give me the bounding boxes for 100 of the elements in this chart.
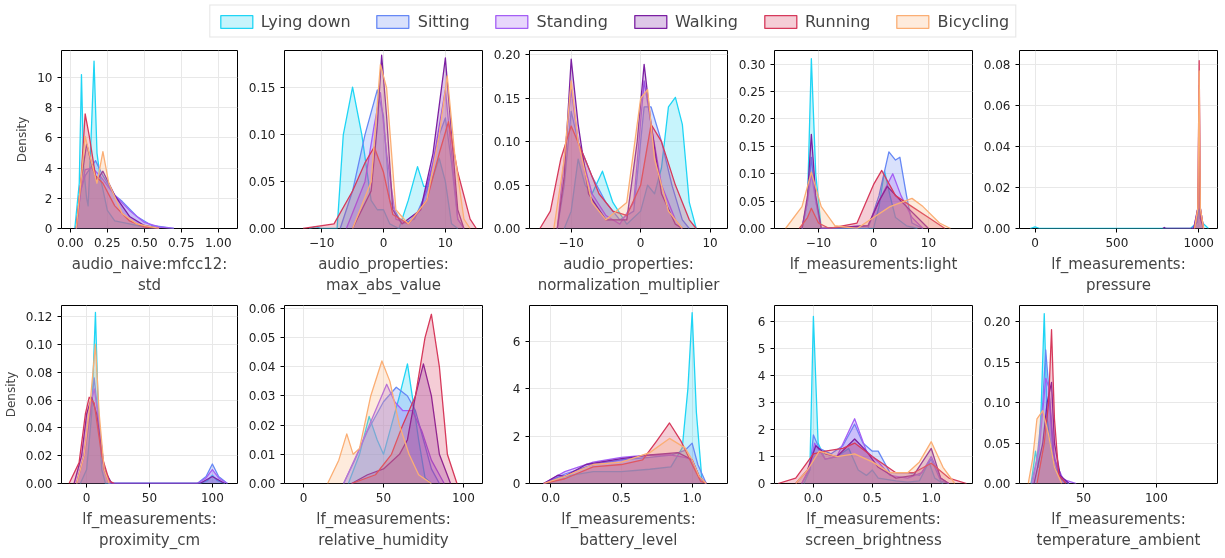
- y-tick-label: 0.00: [983, 222, 1011, 236]
- x-axis-title: audio_properties: max_abs_value: [318, 254, 449, 296]
- x-tick-label: 0.0: [541, 490, 561, 505]
- x-tick-label: −10: [805, 235, 832, 250]
- y-tick-label: 0.04: [25, 421, 53, 436]
- legend-label: Standing: [536, 11, 608, 31]
- y-axis-title: Density: [15, 116, 30, 163]
- x-tick-label: −10: [558, 235, 584, 250]
- y-tick-label: 0.05: [248, 175, 276, 190]
- x-tick-label: 100: [451, 490, 475, 505]
- x-tick-label: 500: [1105, 235, 1129, 250]
- y-tick-label: 0.00: [738, 222, 766, 236]
- y-tick-label: 0.10: [983, 396, 1011, 411]
- y-tick-label: 5: [757, 342, 766, 357]
- y-tick-label: 0.05: [983, 436, 1011, 451]
- y-tick-label: 0.00: [493, 222, 521, 236]
- y-tick-label: 0: [44, 222, 53, 236]
- y-tick-label: 0.00: [248, 477, 276, 491]
- x-tick-label: 1.0: [921, 490, 941, 505]
- x-axis-title: lf_measurements: temperature_ambient: [1036, 509, 1201, 551]
- x-tick-label: 50: [141, 490, 158, 505]
- y-tick-label: 4: [44, 161, 53, 176]
- x-tick-label: 0.50: [130, 235, 158, 250]
- y-tick-label: 0: [512, 477, 521, 491]
- y-tick-label: 0.08: [983, 58, 1011, 73]
- y-tick-label: 2: [757, 423, 766, 438]
- y-tick-label: 0.05: [493, 178, 521, 193]
- y-tick-label: 0.08: [25, 365, 53, 380]
- y-tick-label: 0.15: [493, 91, 521, 106]
- x-axis-title: lf_measurements:light: [789, 254, 958, 274]
- y-tick-label: 0.04: [983, 140, 1011, 155]
- y-tick-label: 0: [757, 477, 766, 491]
- y-tick-label: 0.10: [25, 337, 53, 352]
- y-tick-label: 0.00: [248, 222, 276, 236]
- y-tick-label: 6: [512, 334, 521, 349]
- y-tick-label: 0.02: [983, 181, 1011, 196]
- y-tick-label: 0.05: [738, 194, 766, 209]
- x-axis-title: lf_measurements: screen_brightness: [805, 509, 942, 551]
- y-tick-label: 0.30: [738, 57, 766, 72]
- y-tick-label: 0.03: [248, 389, 276, 404]
- x-tick-label: 0: [636, 235, 645, 250]
- x-tick-label: 0: [82, 490, 91, 505]
- x-tick-label: 0.25: [93, 235, 121, 250]
- y-tick-label: 0.20: [738, 112, 766, 127]
- y-axis-title: Density: [3, 371, 18, 418]
- x-tick-label: 1000: [1183, 235, 1214, 250]
- legend-label: Walking: [674, 11, 738, 31]
- y-tick-label: 0.02: [248, 418, 276, 433]
- y-tick-label: 0.15: [248, 81, 276, 96]
- x-tick-label: 50: [1075, 490, 1092, 505]
- y-tick-label: 0.20: [493, 48, 521, 63]
- y-tick-label: 0.15: [983, 355, 1011, 370]
- x-tick-label: 0.5: [862, 490, 882, 505]
- y-tick-label: 6: [44, 131, 53, 146]
- y-tick-label: 0.25: [738, 85, 766, 100]
- y-tick-label: 3: [757, 396, 766, 411]
- y-tick-label: 0.20: [983, 315, 1011, 330]
- y-tick-label: 2: [512, 429, 521, 444]
- x-axis-title: lf_measurements: pressure: [1051, 254, 1186, 295]
- y-tick-label: 0.04: [248, 360, 276, 375]
- y-tick-label: 0.15: [738, 139, 766, 154]
- y-tick-label: 4: [512, 382, 521, 397]
- x-tick-label: 0.00: [57, 235, 84, 250]
- y-tick-label: 10: [37, 71, 53, 86]
- y-tick-label: 0.06: [983, 99, 1011, 114]
- y-tick-label: 0.00: [983, 477, 1011, 491]
- x-axis-title: lf_measurements: battery_level: [561, 509, 696, 551]
- y-tick-label: 0.00: [25, 477, 53, 491]
- x-tick-label: 0.5: [611, 490, 631, 505]
- x-tick-label: 10: [702, 235, 718, 250]
- y-tick-label: 0.06: [248, 301, 276, 316]
- x-axis-title: audio_properties: normalization_multiplier: [537, 254, 721, 296]
- x-tick-label: 0.0: [803, 490, 823, 505]
- y-tick-label: 4: [757, 369, 766, 384]
- x-tick-label: −10: [308, 235, 335, 250]
- x-tick-label: 0: [869, 235, 878, 250]
- y-tick-label: 0.05: [248, 331, 276, 346]
- y-tick-label: 0.12: [25, 310, 53, 325]
- legend-label: Sitting: [417, 11, 470, 31]
- x-tick-label: 100: [200, 490, 224, 505]
- y-tick-label: 0.10: [248, 128, 276, 143]
- x-tick-label: 1.00: [204, 235, 232, 250]
- x-axis-title: lf_measurements: relative_humidity: [316, 509, 451, 551]
- x-tick-label: 0: [299, 490, 308, 505]
- y-tick-label: 0.06: [25, 393, 53, 408]
- x-axis-title: lf_measurements: proximity_cm: [82, 509, 217, 551]
- x-tick-label: 10: [437, 235, 454, 250]
- y-tick-label: 2: [44, 191, 53, 206]
- x-tick-label: 0: [1031, 235, 1039, 250]
- y-tick-label: 0.10: [738, 167, 766, 182]
- y-tick-label: 0.01: [248, 447, 276, 462]
- x-tick-label: 50: [375, 490, 392, 505]
- x-axis-title: audio_naive:mfcc12: std: [71, 254, 228, 295]
- x-tick-label: 1.0: [682, 490, 702, 505]
- y-tick-label: 0.02: [25, 449, 53, 464]
- x-tick-label: 0.75: [167, 235, 195, 250]
- x-tick-label: 0: [379, 235, 388, 250]
- y-tick-label: 0.10: [493, 135, 521, 150]
- y-tick-label: 6: [757, 315, 766, 330]
- legend-label: Lying down: [260, 11, 351, 31]
